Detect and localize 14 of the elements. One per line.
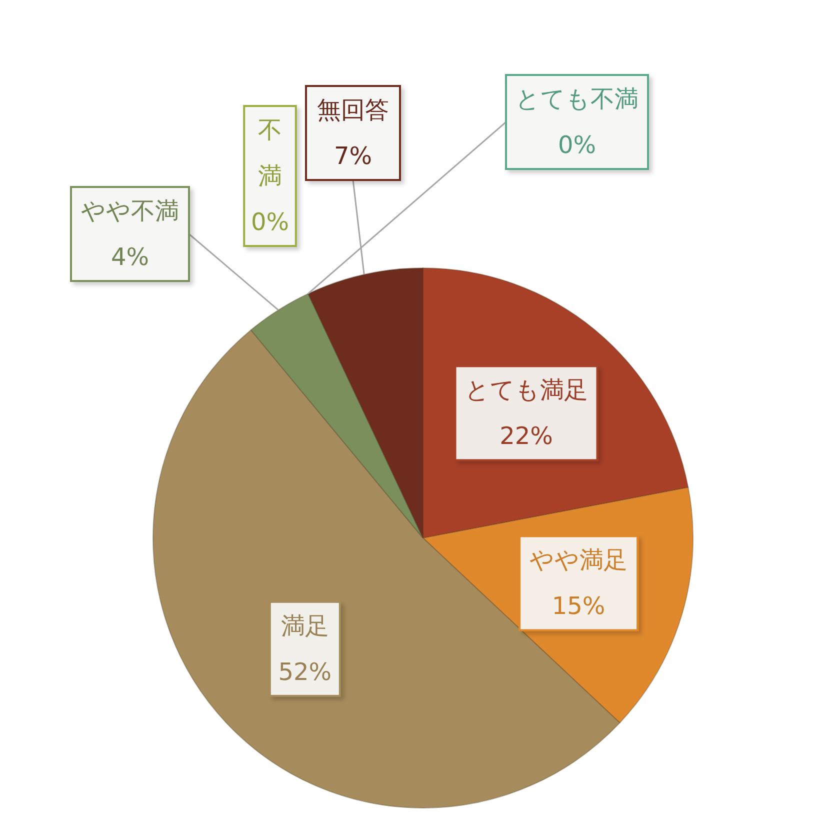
text: 0% — [250, 208, 290, 236]
data-label: 22% — [500, 422, 553, 450]
category-label: 不満 — [258, 116, 282, 190]
slice-label: とても満足 — [464, 376, 588, 404]
data-label: 15% — [552, 592, 606, 620]
data-label: 4% — [110, 243, 150, 271]
data-label: 52% — [278, 658, 332, 686]
slice-label: 無回答 — [317, 96, 389, 124]
slice-label: やや不満 — [81, 197, 179, 225]
slice-label: やや満足 — [530, 546, 628, 574]
text: 0% — [558, 131, 596, 159]
category-label: とても不満 — [516, 85, 638, 113]
slice-label: 満足 — [280, 612, 329, 640]
data-label: 7% — [334, 142, 372, 170]
